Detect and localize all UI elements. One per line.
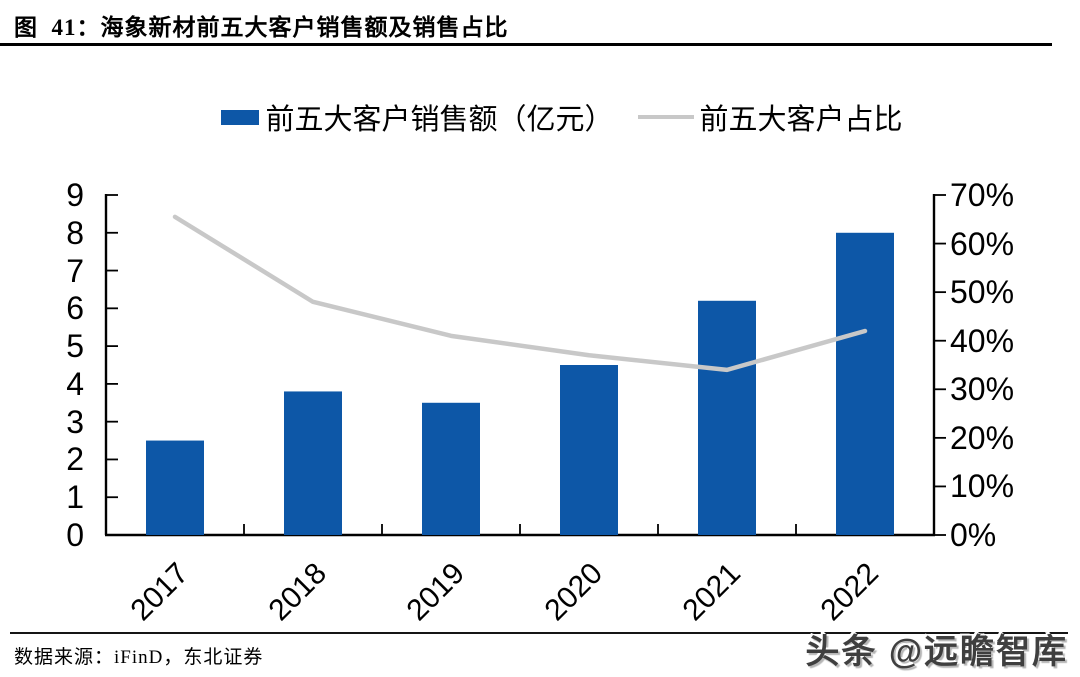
bar-2017 [146,440,204,535]
legend-item-sales: 前五大客户销售额（亿元） [221,96,614,138]
x-axis-label-2019: 2019 [400,556,472,628]
watermark: 头条 @远瞻智库 [805,633,1068,671]
left-axis-tick-label: 1 [66,479,84,516]
legend-label-share: 前五大客户占比 [699,104,903,136]
bar-2018 [284,391,342,535]
bar-series-swatch [221,109,260,125]
line-series [172,214,868,373]
x-axis-label-2020: 2020 [538,556,610,628]
left-axis-tick-label: 4 [66,365,84,402]
chart-legend: 前五大客户销售额（亿元） 前五大客户占比 [0,96,1080,138]
right-axis-tick-label: 10% [950,468,1015,505]
legend-label-sales: 前五大客户销售额（亿元） [265,104,614,136]
bar-2020 [560,365,618,535]
data-source-note: 数据来源：iFinD，东北证券 [14,647,264,668]
left-axis-tick-label: 2 [66,441,84,478]
title-underline [0,43,1052,46]
bar-2021 [698,300,756,535]
left-axis-tick-label: 7 [66,252,84,289]
right-axis-tick-label: 60% [950,225,1015,262]
left-axis-tick-label: 8 [66,214,84,251]
left-axis-tick-label: 3 [66,403,84,440]
legend-item-share: 前五大客户占比 [637,96,903,138]
left-axis-tick-label: 5 [66,328,84,365]
right-axis-tick-label: 50% [950,274,1015,311]
bar-2022 [836,232,894,535]
right-axis-tick-label: 70% [950,177,1015,213]
footer-divider [10,632,1068,634]
left-axis-tick-label: 6 [66,290,84,327]
bar-2019 [422,402,480,535]
x-axis-label-2021: 2021 [676,556,748,628]
right-axis-tick-label: 0% [950,517,997,553]
line-series-swatch [637,115,694,119]
left-axis-tick-label: 0 [66,517,84,553]
figure-title: 图 41：海象新材前五大客户销售额及销售占比 [14,15,509,40]
right-axis-tick-label: 30% [950,371,1015,408]
right-axis-tick-label: 20% [950,419,1015,456]
right-axis-tick-label: 40% [950,322,1015,359]
left-axis-tick-label: 9 [66,177,84,213]
plot-area [104,194,946,537]
